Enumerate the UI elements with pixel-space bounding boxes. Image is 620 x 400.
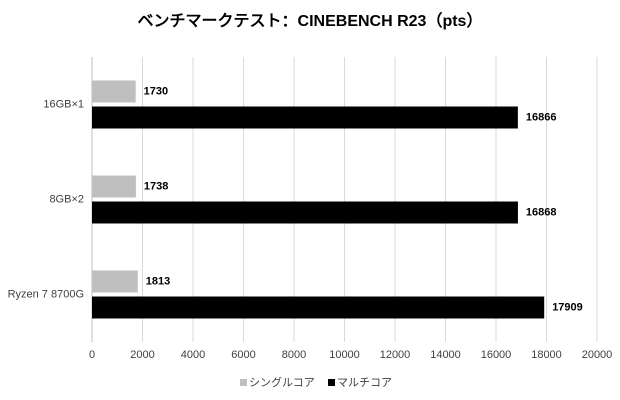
bar [92,106,518,129]
value-label: 17909 [552,301,583,313]
value-label: 1730 [144,85,168,97]
x-tick-label: 12000 [380,349,411,361]
bar [92,80,136,103]
value-label: 16866 [526,111,557,123]
x-tick-label: 4000 [181,349,205,361]
x-tick-label: 6000 [231,349,255,361]
x-tick-label: 2000 [130,349,154,361]
x-tick-label: 20000 [582,349,613,361]
x-tick-label: 16000 [481,349,512,361]
y-tick-label: 8GB×2 [49,193,84,205]
value-label: 16868 [526,206,557,218]
legend-swatch [328,379,335,386]
bar [92,270,138,293]
y-tick-label: Ryzen 7 8700G [8,288,84,300]
legend-swatch [240,379,247,386]
x-tick-label: 14000 [430,349,461,361]
x-tick-label: 18000 [531,349,562,361]
y-tick-label: 16GB×1 [43,98,84,110]
chart-title: ベンチマークテスト：CINEBENCH R23（pts） [138,12,483,30]
x-tick-label: 0 [89,349,95,361]
bar [92,175,136,198]
value-label: 1813 [146,275,170,287]
bar [92,296,545,319]
legend-label: マルチコア [337,376,392,389]
legend-label: シングルコア [249,375,315,389]
x-tick-label: 8000 [282,349,306,361]
value-label: 1738 [144,180,168,192]
x-tick-label: 10000 [329,349,360,361]
bar [92,201,518,224]
